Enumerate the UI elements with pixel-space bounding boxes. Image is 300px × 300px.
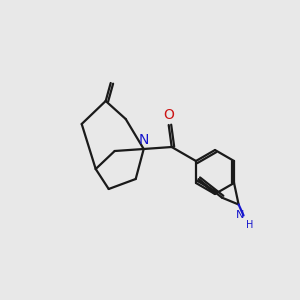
Text: O: O <box>163 108 174 122</box>
Text: N: N <box>236 209 244 220</box>
Text: H: H <box>245 220 253 230</box>
Text: N: N <box>139 133 149 147</box>
